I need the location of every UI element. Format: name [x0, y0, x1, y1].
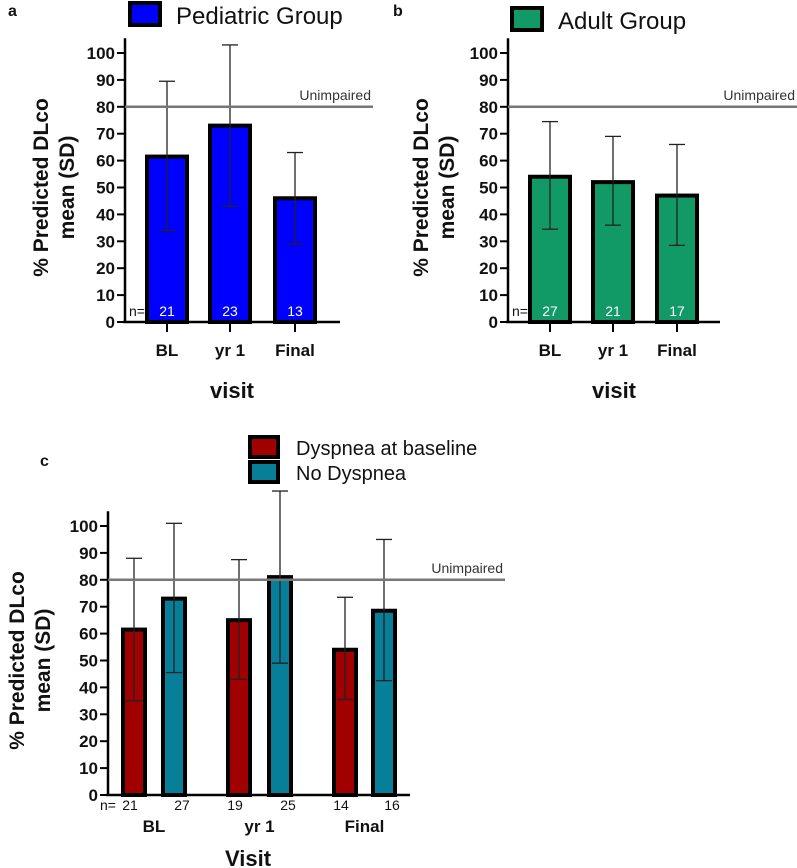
- y-tick-label: 90: [79, 544, 98, 563]
- y-tick-label: 0: [106, 313, 115, 332]
- y-tick-label: 20: [479, 259, 498, 278]
- legend-label: Pediatric Group: [176, 3, 343, 30]
- reference-label: Unimpaired: [431, 560, 503, 576]
- y-tick-label: 70: [96, 125, 115, 144]
- y-tick-label: 20: [96, 259, 115, 278]
- n-label: 17: [669, 303, 685, 319]
- y-tick-label: 80: [79, 571, 98, 590]
- panel-c: c Dyspnea at baseline No Dyspnea 0 10 20 30 40 5…: [6, 435, 505, 868]
- n-label: 27: [542, 303, 558, 319]
- y-tick-label: 100: [470, 44, 498, 63]
- n-label: 14: [333, 797, 349, 813]
- y-tick-label: 70: [479, 125, 498, 144]
- y-tick-label: 80: [479, 98, 498, 117]
- y-tick-label: 30: [479, 232, 498, 251]
- legend-label: No Dyspnea: [296, 463, 407, 485]
- y-tick-label: 10: [96, 286, 115, 305]
- bar: [145, 154, 189, 324]
- y-tick-label: 40: [96, 205, 115, 224]
- y-tick-label: 10: [79, 759, 98, 778]
- x-tick-label: Final: [275, 341, 315, 360]
- legend-swatch: [248, 435, 280, 459]
- y-tick-label: 100: [70, 517, 98, 536]
- y-tick-label: 100: [87, 44, 115, 63]
- y-axis-title: % Predicted DLco mean (SD): [30, 98, 79, 277]
- y-axis-title-line: % Predicted DLco: [6, 571, 29, 750]
- n-label: 16: [384, 797, 400, 813]
- y-axis-title: % Predicted DLco mean (SD): [6, 571, 55, 750]
- x-axis-title: visit: [210, 378, 255, 403]
- legend-label: Dyspnea at baseline: [296, 438, 477, 460]
- legend-swatch: [128, 1, 162, 27]
- panel-a: a Pediatric Group 0 10 20 30 40 50 60 70 80 90 100 % …: [8, 1, 373, 403]
- y-tick-label: 50: [479, 179, 498, 198]
- n-label: 27: [174, 797, 190, 813]
- n-prefix: n=: [512, 303, 528, 319]
- n-label: 21: [605, 303, 621, 319]
- x-tick-label: BL: [539, 341, 562, 360]
- legend-swatch: [248, 460, 280, 484]
- panel-b: b Adult Group 0 10 20 30 40 50 60 70 80 90 100 % Pred…: [393, 3, 797, 403]
- x-tick-label: Final: [657, 341, 697, 360]
- x-axis-title: visit: [592, 378, 637, 403]
- y-axis-title-line: % Predicted DLco: [410, 98, 433, 277]
- y-axis-title-line: mean (SD): [56, 136, 79, 240]
- y-tick-label: 20: [79, 732, 98, 751]
- x-tick-label: Final: [345, 817, 385, 836]
- panel-label: c: [40, 453, 49, 470]
- reference-label: Unimpaired: [299, 87, 371, 103]
- panel-label: a: [8, 3, 17, 20]
- y-axis-title-line: mean (SD): [32, 609, 55, 713]
- y-axis-title-line: % Predicted DLco: [30, 98, 53, 277]
- n-prefix: n=: [100, 797, 116, 813]
- y-tick-label: 70: [79, 598, 98, 617]
- y-tick-label: 50: [79, 652, 98, 671]
- y-tick-label: 50: [96, 179, 115, 198]
- y-tick-label: 30: [79, 705, 98, 724]
- x-tick-label: yr 1: [598, 341, 628, 360]
- n-prefix: n=: [129, 303, 145, 319]
- x-axis-title: Visit: [225, 846, 272, 868]
- n-label: 19: [227, 797, 243, 813]
- x-tick-label: BL: [156, 341, 179, 360]
- panel-label: b: [393, 3, 403, 20]
- y-tick-label: 80: [96, 98, 115, 117]
- y-tick-label: 60: [96, 152, 115, 171]
- legend-label: Adult Group: [558, 8, 686, 35]
- x-tick-label: yr 1: [244, 817, 274, 836]
- n-label: 13: [287, 303, 303, 319]
- y-tick-label: 90: [96, 71, 115, 90]
- reference-label: Unimpaired: [723, 87, 795, 103]
- bar: [208, 123, 252, 324]
- x-tick-label: BL: [143, 817, 166, 836]
- y-tick-label: 0: [489, 313, 498, 332]
- y-axis-title: % Predicted DLco mean (SD): [410, 98, 459, 277]
- y-tick-label: 60: [479, 152, 498, 171]
- y-tick-label: 0: [89, 786, 98, 805]
- n-label: 21: [122, 797, 138, 813]
- y-tick-label: 40: [79, 678, 98, 697]
- y-tick-label: 60: [79, 625, 98, 644]
- y-axis-title-line: mean (SD): [436, 136, 459, 240]
- y-tick-label: 10: [479, 286, 498, 305]
- n-label: 21: [159, 303, 175, 319]
- n-label: 25: [280, 797, 296, 813]
- y-tick-label: 90: [479, 71, 498, 90]
- y-tick-label: 40: [479, 205, 498, 224]
- legend-swatch: [510, 6, 544, 32]
- n-label: 23: [222, 303, 238, 319]
- y-tick-label: 30: [96, 232, 115, 251]
- x-tick-label: yr 1: [215, 341, 245, 360]
